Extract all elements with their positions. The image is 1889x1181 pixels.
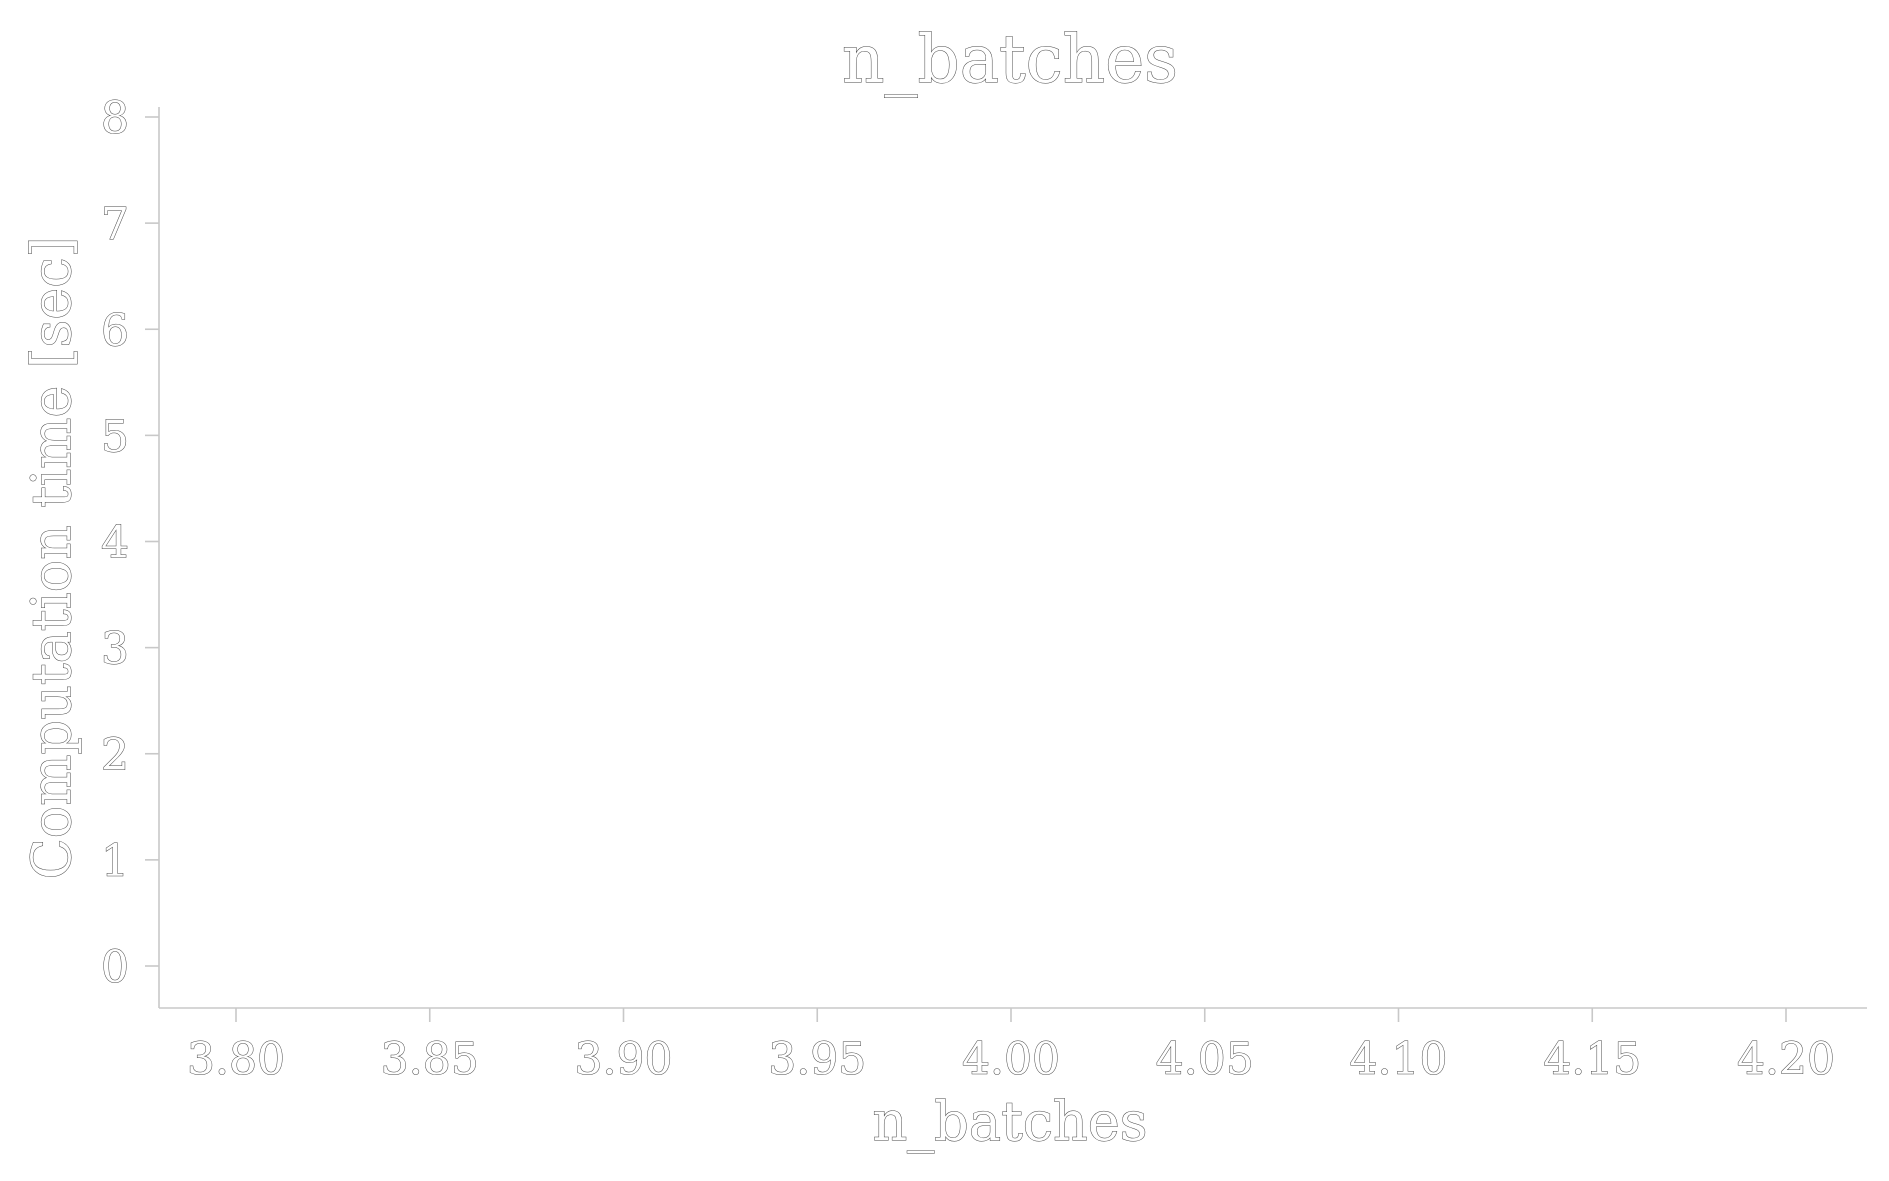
- x-tick-label: 3.90: [575, 1034, 673, 1085]
- y-axis-label: Computation time [sec]: [20, 236, 83, 879]
- y-tick-label: 8: [101, 93, 129, 144]
- y-tick-label: 1: [101, 836, 129, 887]
- x-axis-ticks: 3.80 3.85 3.90 3.95 4.00 4.05 4.10 4.15 4.20: [187, 1008, 1835, 1086]
- y-axis-ticks: 0 1 2 3 4 5 6 7 8: [101, 93, 159, 994]
- x-tick-label: 3.80: [187, 1034, 285, 1085]
- chart-title: n_batches: [842, 21, 1178, 98]
- x-tick-label: 4.20: [1737, 1034, 1835, 1085]
- x-axis-label: n_batches: [873, 1090, 1148, 1153]
- x-tick-label: 4.10: [1350, 1034, 1448, 1085]
- y-tick-label: 4: [101, 518, 129, 569]
- x-tick-label: 4.00: [962, 1034, 1060, 1085]
- y-tick-label: 5: [101, 411, 129, 462]
- y-tick-label: 3: [101, 624, 129, 675]
- y-tick-label: 6: [101, 305, 129, 356]
- x-tick-label: 4.05: [1156, 1034, 1254, 1085]
- x-tick-label: 3.95: [768, 1034, 866, 1085]
- y-tick-label: 2: [101, 730, 129, 781]
- y-tick-label: 7: [101, 199, 129, 250]
- x-tick-label: 3.85: [381, 1034, 479, 1085]
- y-tick-label: 0: [101, 942, 129, 993]
- x-tick-label: 4.15: [1543, 1034, 1641, 1085]
